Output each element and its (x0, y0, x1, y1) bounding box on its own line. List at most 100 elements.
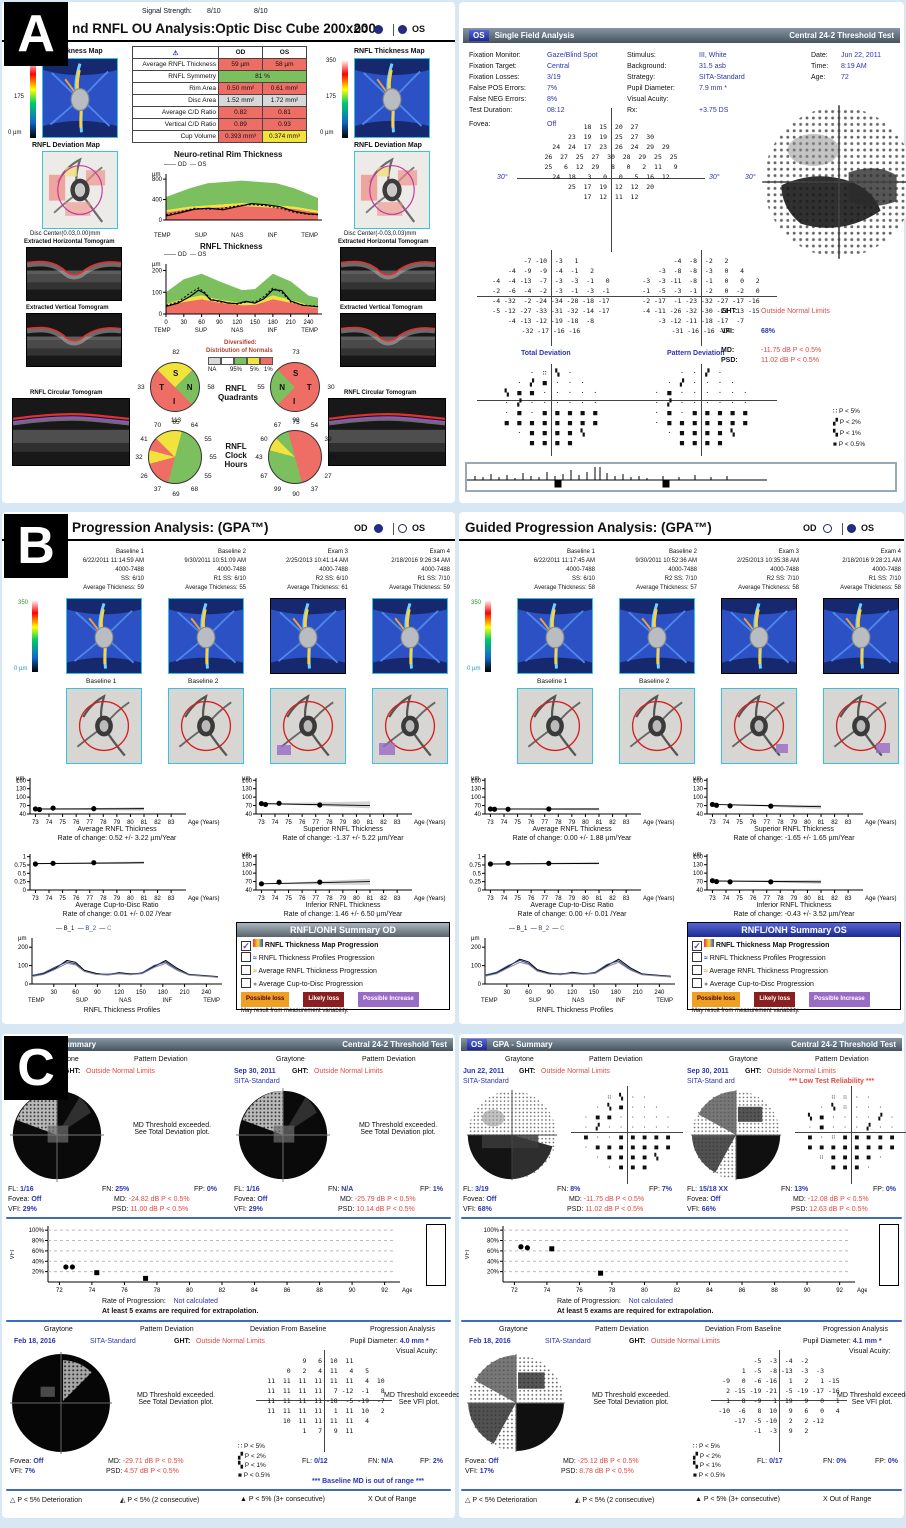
svg-text:76: 76 (299, 820, 306, 826)
scale-350: 350 (471, 600, 482, 606)
baseline-out-of-range-note: *** Baseline MD is out of range *** (312, 1478, 425, 1485)
exam-col-4: Exam 4 2/18/2016 9:28:21 AM 4000-7488 R1 SS… (840, 549, 901, 591)
svg-text:81: 81 (141, 820, 148, 826)
fn: FN: N/A (328, 1186, 354, 1193)
cd-title: Average Cup-to-Disc Ratio (530, 902, 614, 909)
od-radio[interactable] (823, 524, 832, 533)
tdp-axis-v (551, 364, 552, 456)
svg-text:75: 75 (736, 820, 743, 826)
fp: FP: 2% (420, 1458, 443, 1465)
pdp-axis-v (701, 364, 702, 456)
svg-text:130: 130 (242, 787, 253, 793)
svg-text:82: 82 (609, 820, 616, 826)
gpa-summary-title: GPA - Summary (492, 1040, 553, 1049)
svg-text:78: 78 (154, 1288, 161, 1294)
eye-chip: OS (469, 30, 489, 41)
rate-of-progression: Rate of Progression: Not calculated (557, 1298, 673, 1305)
normals-line1: Diversified: (224, 340, 257, 346)
summary-note: May result from measurement variability. (692, 1008, 800, 1014)
possible-loss-chip: Possible loss (241, 992, 290, 1007)
extrapolation-bar (879, 1224, 899, 1286)
os-label: OS (412, 523, 426, 533)
od-radio[interactable] (374, 524, 383, 533)
fundus-4 (372, 688, 448, 764)
svg-text:20%: 20% (32, 1270, 45, 1276)
strategy: SITA-Standard (234, 1078, 280, 1085)
foot-legend-4: X Out of Range (368, 1496, 417, 1503)
dfb-axis-v (779, 1350, 780, 1452)
divider (393, 523, 394, 535)
svg-text:76: 76 (750, 820, 757, 826)
page-title: nd RNFL OU Analysis:Optic Disc Cube 200x… (72, 21, 376, 36)
svg-text:0: 0 (159, 218, 163, 224)
fundus-1 (517, 688, 593, 764)
scale-350: 350 (18, 600, 29, 606)
svg-text:µm: µm (471, 776, 479, 782)
od-radio[interactable] (374, 25, 383, 34)
svg-text:60%: 60% (487, 1249, 500, 1255)
ght-value: Outside Normal Limits (767, 1068, 836, 1075)
pattern-dev-label: Pattern Deviation (134, 1056, 188, 1063)
checkbox[interactable] (692, 978, 702, 988)
svg-text:75: 75 (514, 896, 521, 902)
scale-0-os: 0 µm (320, 130, 334, 136)
rnfl-deviation-map-od (42, 151, 118, 229)
section-rule (6, 1320, 451, 1322)
pupil: Pupil Diameter: 4.1 mm * (803, 1338, 882, 1345)
checkbox[interactable] (692, 952, 702, 962)
svg-text:83: 83 (394, 820, 401, 826)
pattern-deviation-plot: ∷ ∷ · · · ▚ ∷ · · · ▚ ■ · · · · ▞ · · ■ · ·… (807, 1093, 895, 1171)
svg-text:800: 800 (152, 177, 163, 183)
vfi-plot-note: MD Threshold exceeded.See VFI plot. (384, 1392, 463, 1406)
svg-text:78: 78 (609, 1288, 616, 1294)
vfi-plot-note: MD Threshold exceeded.See VFI plot. (837, 1392, 906, 1406)
md: MD: -24.82 dB P < 0.5% (114, 1196, 190, 1203)
svg-text:70: 70 (245, 804, 252, 810)
circ-tomo-label-os: RNFL Circular Tomogram (344, 390, 417, 396)
svg-text:80: 80 (641, 1288, 648, 1294)
fundus-3 (270, 688, 346, 764)
panel-b-right: Guided Progression Analysis: (GPA™) OD O… (459, 512, 904, 1024)
os-radio[interactable] (847, 524, 856, 533)
psd: PSD: 8.78 dB P < 0.5% (561, 1468, 634, 1475)
os-radio[interactable] (398, 25, 407, 34)
os-radio[interactable] (398, 524, 407, 533)
profiles-legend: — B_1 — B_2 — C (509, 926, 565, 932)
svg-text:200: 200 (152, 269, 163, 275)
checkbox-checked[interactable]: ✓ (692, 941, 702, 951)
td-axis-h (477, 296, 627, 297)
checkbox[interactable] (692, 965, 702, 975)
svg-text:80%: 80% (32, 1239, 45, 1245)
dfb-axis-h (256, 1400, 392, 1401)
svg-text:74: 74 (723, 896, 730, 902)
svg-text:83: 83 (623, 820, 630, 826)
rnfl-thickness-map-os (354, 58, 430, 138)
graytone-label: Graytone (505, 1056, 534, 1063)
checkbox[interactable] (241, 978, 251, 988)
svg-text:79: 79 (340, 820, 347, 826)
thickness-map-3 (270, 598, 346, 674)
cd-rate: Rate of change: 0.00 +/- 0.01 /Year (517, 911, 627, 918)
checkbox[interactable] (241, 965, 251, 975)
profiles-title: RNFL Thickness Profiles (536, 1007, 614, 1014)
thickness-map-2 (619, 598, 695, 674)
svg-text:77: 77 (86, 820, 93, 826)
svg-text:100: 100 (471, 795, 482, 801)
eye-chip: OS (467, 1039, 487, 1050)
svg-text:77: 77 (763, 896, 770, 902)
circ-tomogram-od (12, 398, 130, 466)
inf-rnfl-title: Inferior RNFL Thickness (756, 902, 832, 909)
probability-legend: ∷ P < 5% ▞ P < 2% ▚ P < 1% ■ P < 0.5% (833, 408, 866, 448)
svg-text:73: 73 (32, 820, 39, 826)
deg-left: 30° (497, 174, 508, 181)
checkbox-checked[interactable]: ✓ (241, 941, 251, 951)
svg-text:79: 79 (569, 896, 576, 902)
svg-text:92: 92 (836, 1288, 843, 1294)
panel-b-badge: B (4, 514, 68, 578)
svg-text:76: 76 (750, 896, 757, 902)
profiles-wave-icon: ≈ (252, 955, 257, 962)
checkbox[interactable] (241, 952, 251, 962)
dfb-axis-v (324, 1350, 325, 1452)
strategy: SITA-Standard (545, 1338, 591, 1345)
svg-text:81: 81 (596, 896, 603, 902)
